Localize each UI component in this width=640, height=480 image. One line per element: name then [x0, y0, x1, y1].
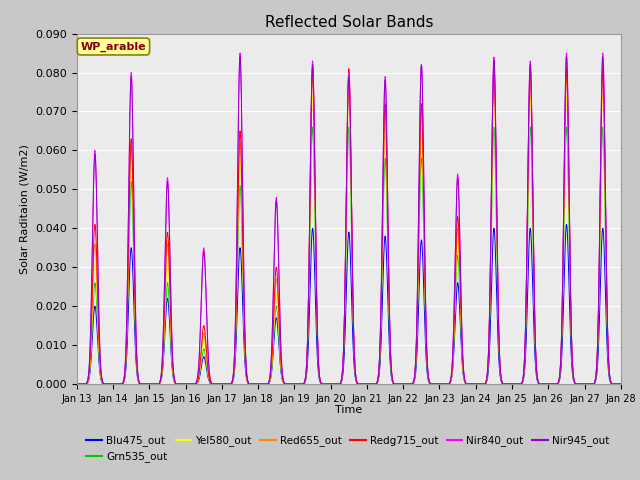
- Nir945_out: [441, 381, 449, 387]
- Line: Yel580_out: Yel580_out: [77, 96, 621, 384]
- Yel580_out: [441, 381, 449, 387]
- Nir840_out: [236, 50, 244, 56]
- Blu475_out: [171, 379, 179, 385]
- Redg715_out: [308, 66, 316, 72]
- Y-axis label: Solar Raditaion (W/m2): Solar Raditaion (W/m2): [20, 144, 30, 274]
- Title: Reflected Solar Bands: Reflected Solar Bands: [264, 15, 433, 30]
- Line: Grn535_out: Grn535_out: [77, 127, 621, 384]
- Nir945_out: [471, 381, 479, 387]
- Nir945_out: [171, 377, 179, 383]
- Line: Red655_out: Red655_out: [77, 76, 621, 384]
- Red655_out: [308, 73, 316, 79]
- Grn535_out: [471, 381, 479, 387]
- Red655_out: [617, 381, 625, 387]
- Blu475_out: [328, 381, 336, 387]
- Nir945_out: [502, 381, 509, 387]
- Red655_out: [441, 381, 449, 387]
- Grn535_out: [441, 381, 449, 387]
- Legend: Blu475_out, Grn535_out, Yel580_out, Red655_out, Redg715_out, Nir840_out, Nir945_: Blu475_out, Grn535_out, Yel580_out, Red6…: [82, 431, 613, 467]
- Line: Nir945_out: Nir945_out: [77, 57, 621, 384]
- Blu475_out: [440, 381, 448, 387]
- Redg715_out: [471, 381, 479, 387]
- Nir840_out: [441, 381, 449, 387]
- Nir840_out: [171, 377, 179, 383]
- Grn535_out: [617, 381, 625, 387]
- Nir945_out: [236, 54, 244, 60]
- Red655_out: [73, 381, 81, 387]
- Nir840_out: [616, 381, 624, 387]
- Grn535_out: [502, 381, 509, 387]
- Blu475_out: [471, 381, 479, 387]
- Grn535_out: [171, 379, 179, 385]
- Nir945_out: [73, 381, 81, 387]
- Nir945_out: [617, 381, 625, 387]
- X-axis label: Time: Time: [335, 405, 362, 415]
- Red655_out: [171, 378, 179, 384]
- Blu475_out: [73, 381, 81, 387]
- Grn535_out: [616, 381, 624, 387]
- Text: WP_arable: WP_arable: [81, 41, 146, 52]
- Nir840_out: [617, 381, 625, 387]
- Nir945_out: [616, 381, 624, 387]
- Red655_out: [471, 381, 479, 387]
- Redg715_out: [617, 381, 625, 387]
- Blu475_out: [617, 381, 625, 387]
- Red655_out: [329, 381, 337, 387]
- Yel580_out: [73, 381, 81, 387]
- Red655_out: [616, 381, 624, 387]
- Nir840_out: [502, 381, 509, 387]
- Redg715_out: [73, 381, 81, 387]
- Red655_out: [502, 381, 509, 387]
- Yel580_out: [308, 93, 316, 99]
- Redg715_out: [441, 381, 449, 387]
- Nir945_out: [329, 381, 337, 387]
- Nir840_out: [73, 381, 81, 387]
- Redg715_out: [329, 381, 337, 387]
- Blu475_out: [616, 381, 624, 387]
- Grn535_out: [308, 124, 316, 130]
- Yel580_out: [502, 381, 509, 387]
- Grn535_out: [73, 381, 81, 387]
- Yel580_out: [171, 379, 179, 384]
- Yel580_out: [616, 381, 624, 387]
- Yel580_out: [329, 381, 337, 387]
- Blu475_out: [563, 221, 570, 227]
- Redg715_out: [171, 378, 179, 384]
- Redg715_out: [502, 381, 509, 387]
- Redg715_out: [616, 381, 624, 387]
- Yel580_out: [471, 381, 479, 387]
- Yel580_out: [617, 381, 625, 387]
- Line: Redg715_out: Redg715_out: [77, 69, 621, 384]
- Nir840_out: [329, 381, 337, 387]
- Grn535_out: [329, 381, 337, 387]
- Nir840_out: [471, 381, 479, 387]
- Line: Nir840_out: Nir840_out: [77, 53, 621, 384]
- Line: Blu475_out: Blu475_out: [77, 224, 621, 384]
- Blu475_out: [502, 381, 509, 387]
